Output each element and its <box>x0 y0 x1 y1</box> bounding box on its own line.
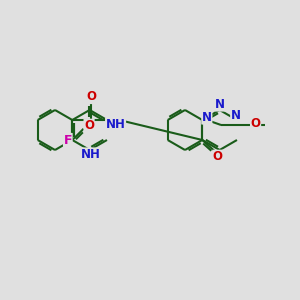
Text: O: O <box>213 150 223 163</box>
Text: O: O <box>250 117 261 130</box>
Text: N: N <box>202 111 212 124</box>
Text: N: N <box>215 98 225 111</box>
Text: F: F <box>64 134 72 146</box>
Text: N: N <box>231 109 241 122</box>
Text: NH: NH <box>106 118 125 131</box>
Text: NH: NH <box>81 148 101 161</box>
Text: O: O <box>84 119 94 132</box>
Text: O: O <box>86 91 96 103</box>
